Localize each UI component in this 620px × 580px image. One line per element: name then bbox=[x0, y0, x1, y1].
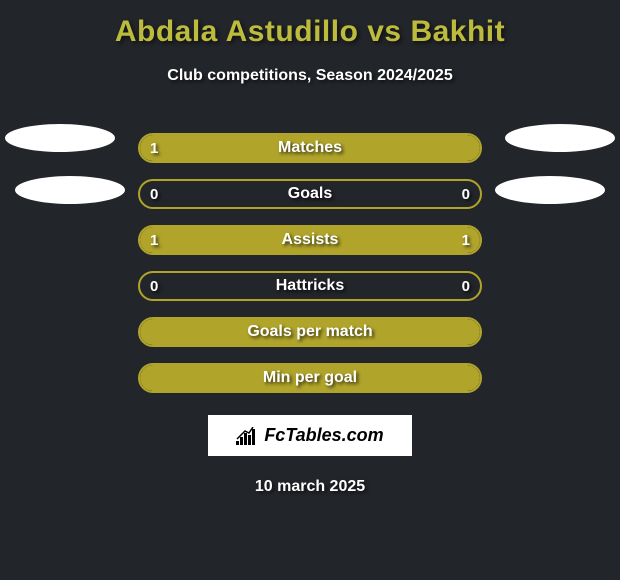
stat-bar: 1 Matches bbox=[138, 133, 482, 163]
brand-attribution: FcTables.com bbox=[208, 415, 411, 456]
stat-label: Hattricks bbox=[276, 277, 344, 295]
stat-bar: 1 Assists 1 bbox=[138, 225, 482, 255]
stat-row: 0 Hattricks 0 bbox=[0, 263, 620, 309]
brand-name: FcTables.com bbox=[264, 425, 383, 446]
date-label: 10 march 2025 bbox=[255, 478, 365, 496]
stat-row: Min per goal bbox=[0, 355, 620, 401]
stat-label: Min per goal bbox=[263, 369, 357, 387]
stat-bar: 0 Hattricks 0 bbox=[138, 271, 482, 301]
stat-value-right: 1 bbox=[462, 232, 470, 249]
stat-label: Goals per match bbox=[247, 323, 372, 341]
stat-value-left: 1 bbox=[150, 232, 158, 249]
brand-logo-icon bbox=[236, 427, 258, 445]
stat-value-left: 0 bbox=[150, 186, 158, 203]
stat-row: 0 Goals 0 bbox=[0, 171, 620, 217]
comparison-title: Abdala Astudillo vs Bakhit bbox=[115, 15, 505, 49]
stat-bar: Min per goal bbox=[138, 363, 482, 393]
stat-value-right: 0 bbox=[462, 278, 470, 295]
stat-value-left: 0 bbox=[150, 278, 158, 295]
stat-value-left: 1 bbox=[150, 140, 158, 157]
stat-label: Matches bbox=[278, 139, 342, 157]
stat-bar: Goals per match bbox=[138, 317, 482, 347]
main-container: Abdala Astudillo vs Bakhit Club competit… bbox=[0, 0, 620, 506]
stat-value-right: 0 bbox=[462, 186, 470, 203]
stat-bar: 0 Goals 0 bbox=[138, 179, 482, 209]
stat-row: 1 Assists 1 bbox=[0, 217, 620, 263]
stats-chart: 1 Matches 0 Goals 0 1 Assists 1 0 Hattricks 0 Goals… bbox=[0, 125, 620, 401]
comparison-subtitle: Club competitions, Season 2024/2025 bbox=[167, 67, 452, 85]
stat-row: 1 Matches bbox=[0, 125, 620, 171]
stat-label: Goals bbox=[288, 185, 332, 203]
stat-row: Goals per match bbox=[0, 309, 620, 355]
stat-label: Assists bbox=[282, 231, 339, 249]
